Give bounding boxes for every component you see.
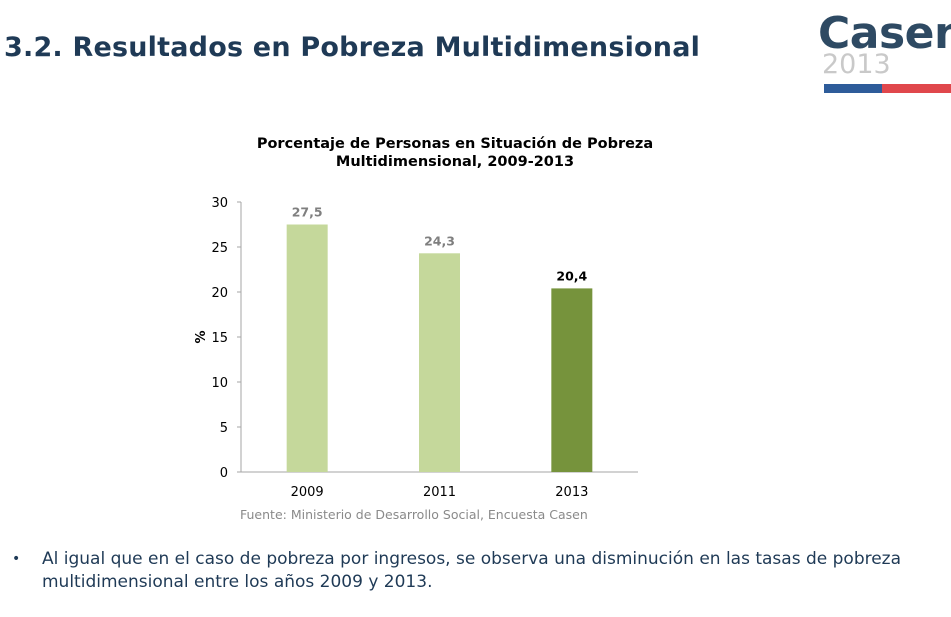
y-tick-label: 30: [211, 196, 228, 211]
slide-title: 3.2. Resultados en Pobreza Multidimensio…: [4, 32, 701, 63]
chart-title-line-2: Multidimensional, 2009-2013: [335, 154, 575, 170]
y-tick-label: 10: [211, 376, 228, 391]
x-tick-label-2013: 2013: [555, 485, 588, 500]
y-tick-label: 15: [211, 331, 228, 346]
logo-year: 2013: [822, 49, 891, 80]
bar-2009: [286, 224, 328, 472]
y-tick-label: 20: [211, 286, 228, 301]
chart-title-line-1: Porcentaje de Personas en Situación de P…: [256, 136, 654, 152]
bar-2013: [551, 288, 593, 472]
data-label-2011: 24,3: [424, 233, 455, 248]
logo-bar-red: [882, 84, 951, 93]
chart-source: Fuente: Ministerio de Desarrollo Social,…: [240, 507, 588, 522]
chart-title: Porcentaje de Personas en Situación de P…: [230, 135, 680, 171]
data-label-2013: 20,4: [556, 268, 587, 283]
y-tick-label: 0: [220, 466, 228, 481]
x-tick-label-2009: 2009: [291, 485, 324, 500]
bar-2011: [419, 253, 460, 472]
casen-logo: Casen 2013: [818, 8, 951, 96]
logo-bar-blue: [824, 84, 882, 93]
bullet-marker: •: [12, 551, 21, 567]
bullet-list: • Al igual que en el caso de pobreza por…: [10, 548, 940, 594]
data-label-2009: 27,5: [292, 205, 323, 220]
y-tick-label: 5: [220, 421, 228, 436]
bullet-text: Al igual que en el caso de pobreza por i…: [42, 549, 902, 592]
y-axis-label: %: [194, 330, 209, 343]
y-tick-label: 25: [211, 241, 228, 256]
x-tick-label-2011: 2011: [423, 485, 456, 500]
logo-name: Casen: [818, 8, 951, 59]
